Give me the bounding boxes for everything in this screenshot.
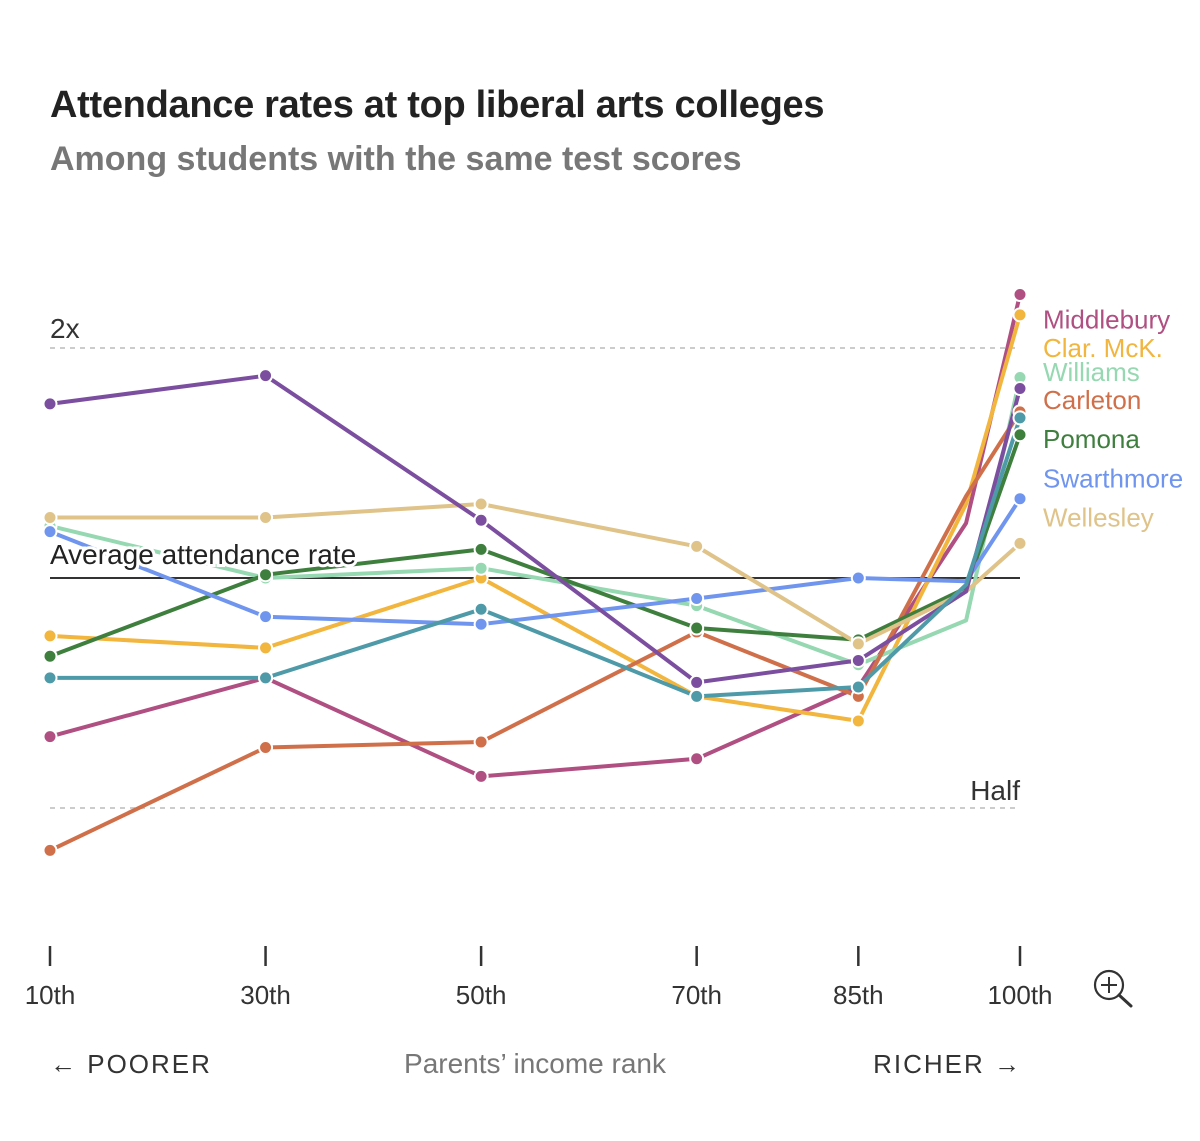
data-point — [42, 628, 58, 644]
reference-label-2x: 2x — [50, 313, 80, 344]
data-point — [473, 616, 489, 632]
chart-subtitle: Among students with the same test scores — [50, 140, 742, 178]
data-point — [42, 510, 58, 526]
x-direction-left: ← POORER — [50, 1049, 212, 1079]
data-point — [689, 751, 705, 767]
zoom-in-button[interactable] — [1090, 966, 1138, 1010]
x-tick-label: 70th — [671, 980, 722, 1010]
data-point — [1012, 535, 1028, 551]
chart-title: Attendance rates at top liberal arts col… — [50, 84, 825, 126]
average-line-label: Average attendance rate — [50, 539, 356, 570]
data-point — [258, 567, 274, 583]
data-point — [850, 636, 866, 652]
data-point — [473, 541, 489, 557]
data-point — [473, 512, 489, 528]
data-point — [850, 652, 866, 668]
data-point — [42, 524, 58, 540]
data-point — [42, 842, 58, 858]
data-point — [473, 768, 489, 784]
data-point — [42, 648, 58, 664]
reference-label-half: Half — [970, 775, 1020, 806]
series-label: Middlebury — [1043, 304, 1170, 334]
data-point — [1012, 381, 1028, 397]
data-point — [473, 496, 489, 512]
data-point — [258, 510, 274, 526]
data-point — [258, 740, 274, 756]
series-label: Clar. McK. — [1043, 333, 1163, 363]
series-label: Williams — [1043, 357, 1140, 387]
data-point — [1012, 286, 1028, 302]
data-point — [473, 734, 489, 750]
data-point — [42, 729, 58, 745]
series-line — [48, 292, 1022, 779]
data-point — [1012, 427, 1028, 443]
data-point — [689, 538, 705, 554]
data-point — [689, 688, 705, 704]
series-line — [48, 502, 1022, 646]
data-point — [473, 601, 489, 617]
data-point — [1012, 307, 1028, 323]
x-direction-right: RICHER → — [873, 1049, 1022, 1079]
data-point — [689, 674, 705, 690]
x-tick-label: 10th — [25, 980, 76, 1010]
x-tick-label: 85th — [833, 980, 884, 1010]
data-point — [689, 591, 705, 607]
x-tick-label: 30th — [240, 980, 291, 1010]
data-point — [850, 713, 866, 729]
data-point — [473, 560, 489, 576]
x-axis-title: Parents’ income rank — [404, 1048, 667, 1079]
data-point — [689, 620, 705, 636]
series-label: Swarthmore — [1043, 463, 1183, 493]
data-point — [850, 570, 866, 586]
series-label: Pomona — [1043, 424, 1140, 454]
x-tick-label: 100th — [987, 980, 1052, 1010]
data-point — [258, 670, 274, 686]
data-point — [258, 609, 274, 625]
zoom-in-icon — [1093, 969, 1133, 1008]
data-point — [42, 670, 58, 686]
data-point — [1012, 410, 1028, 426]
x-tick-label: 50th — [456, 980, 507, 1010]
data-point — [1012, 491, 1028, 507]
series-label: Wellesley — [1043, 503, 1154, 533]
data-point — [258, 640, 274, 656]
series-line — [48, 375, 1022, 667]
data-point — [258, 368, 274, 384]
data-point — [42, 396, 58, 412]
data-point — [850, 679, 866, 695]
series-label: Carleton — [1043, 385, 1141, 415]
